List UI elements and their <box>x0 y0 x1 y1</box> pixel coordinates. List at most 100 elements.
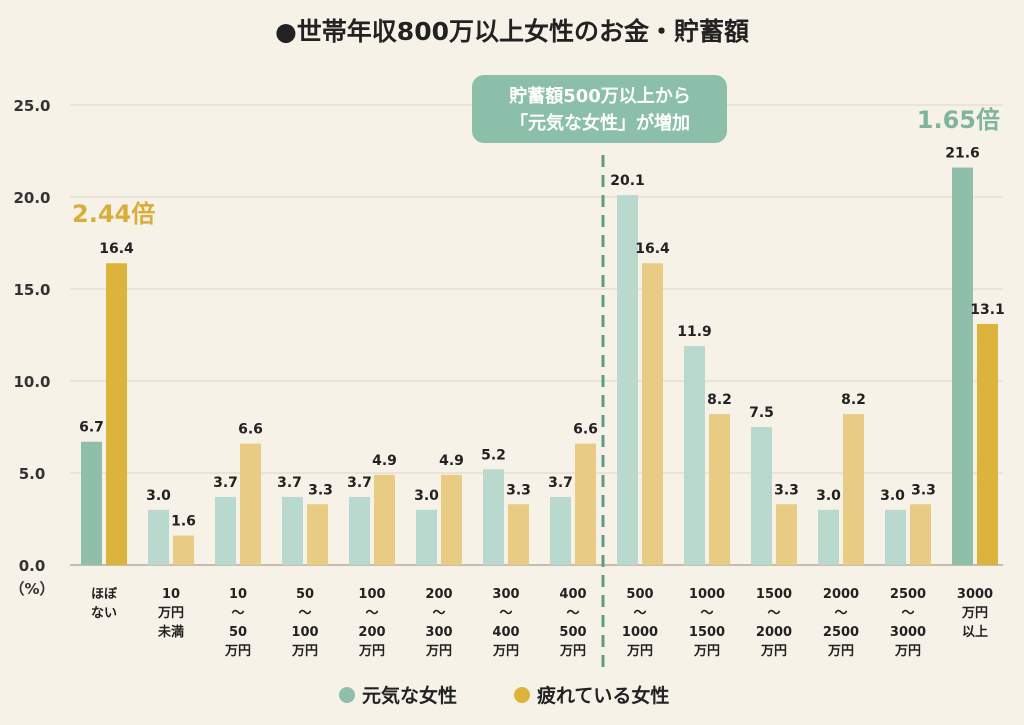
value-label: 4.9 <box>372 453 397 469</box>
x-tick-label: 400 <box>492 625 519 640</box>
value-label: 5.2 <box>481 447 506 463</box>
annotation-banner: 貯蓄額500万以上から 「元気な女性」が増加 <box>472 75 727 143</box>
value-label: 3.7 <box>347 475 372 491</box>
bar-genki-9 <box>684 346 705 565</box>
bar-tsukare-10 <box>776 504 797 565</box>
value-label: 8.2 <box>707 392 732 408</box>
bar-genki-10 <box>751 427 772 565</box>
x-tick-label: 〜 <box>231 606 244 621</box>
y-axis: 0.0 5.0 10.0 15.0 20.0 25.0 <box>13 97 50 575</box>
x-tick-label: 万円 <box>626 644 653 659</box>
value-label: 3.0 <box>146 488 171 504</box>
x-tick-label: 1000 <box>622 625 658 640</box>
x-tick-label: 400 <box>559 587 586 602</box>
y-tick-label: 20.0 <box>13 189 50 207</box>
legend: 元気な女性 疲れている女性 <box>339 684 669 707</box>
y-tick-label: 0.0 <box>19 557 46 575</box>
value-label: 3.7 <box>548 475 573 491</box>
x-tick-label: 50 <box>296 587 314 602</box>
x-tick-label: 未満 <box>157 624 184 640</box>
bar-genki-2 <box>215 496 236 565</box>
bar-tsukare-13 <box>977 323 998 565</box>
bar-genki-12 <box>885 509 906 565</box>
bar-tsukare-5 <box>441 474 462 565</box>
x-tick-label: 50 <box>229 625 247 640</box>
x-tick-label: 300 <box>492 587 519 602</box>
value-label: 6.6 <box>238 422 263 438</box>
bar-genki-8 <box>617 195 638 565</box>
value-label: 7.5 <box>749 405 774 421</box>
x-tick-label: 万円 <box>961 606 988 621</box>
annotation-banner-box <box>472 75 727 143</box>
value-label: 16.4 <box>635 241 670 257</box>
value-label: 3.3 <box>774 482 799 498</box>
value-label: 4.9 <box>439 453 464 469</box>
value-label: 3.3 <box>911 482 936 498</box>
y-tick-label: 5.0 <box>19 465 46 483</box>
bar-genki-13 <box>952 167 973 565</box>
x-tick-label: 500 <box>626 587 653 602</box>
y-tick-label: 10.0 <box>13 373 50 391</box>
value-label: 3.7 <box>277 475 302 491</box>
x-tick-label: 500 <box>559 625 586 640</box>
x-tick-label: 〜 <box>901 606 914 621</box>
x-tick-label: 〜 <box>767 606 780 621</box>
bar-genki-0 <box>81 441 102 565</box>
x-tick-label: 200 <box>425 587 452 602</box>
x-tick-label: 10 <box>229 587 247 602</box>
y-tick-label: 25.0 <box>13 97 50 115</box>
annotation-banner-line1: 貯蓄額500万以上から <box>509 85 691 107</box>
bar-tsukare-0 <box>106 263 127 565</box>
x-tick-label: 〜 <box>566 606 579 621</box>
bar-tsukare-9 <box>709 414 730 565</box>
value-label: 11.9 <box>677 324 712 340</box>
x-tick-label: 〜 <box>432 606 445 621</box>
x-tick-label: 万円 <box>492 644 519 659</box>
right-ratio-annotation: 1.65倍 <box>917 106 1000 134</box>
x-tick-label: 〜 <box>499 606 512 621</box>
bars <box>81 167 998 565</box>
x-tick-label: 以上 <box>962 625 988 640</box>
value-label: 3.3 <box>308 482 333 498</box>
x-tick-label: ほぼ <box>91 587 118 602</box>
x-tick-label: 〜 <box>298 606 311 621</box>
x-tick-label: 万円 <box>425 644 452 659</box>
x-tick-label: 万円 <box>894 644 921 659</box>
y-unit-label: （%） <box>9 580 54 598</box>
value-label: 3.7 <box>213 475 238 491</box>
x-tick-label: 3000 <box>957 587 993 602</box>
left-ratio-annotation: 2.44倍 <box>72 200 155 228</box>
x-tick-label: 万円 <box>559 644 586 659</box>
bar-genki-3 <box>282 496 303 565</box>
x-tick-label: 2000 <box>823 587 859 602</box>
value-label: 13.1 <box>970 302 1005 318</box>
value-label: 3.0 <box>816 488 841 504</box>
bar-genki-4 <box>349 496 370 565</box>
value-label: 16.4 <box>99 241 134 257</box>
bar-tsukare-12 <box>910 504 931 565</box>
x-axis-labels: ほぼない10万円未満10〜50万円50〜100万円100〜200万円200〜30… <box>91 587 993 659</box>
x-tick-label: 〜 <box>633 606 646 621</box>
bar-tsukare-6 <box>508 504 529 565</box>
value-label: 6.7 <box>79 420 104 436</box>
annotation-banner-line2: 「元気な女性」が増加 <box>510 112 690 134</box>
bar-genki-1 <box>148 509 169 565</box>
x-tick-label: 200 <box>358 625 385 640</box>
value-label: 6.6 <box>573 422 598 438</box>
bar-tsukare-7 <box>575 443 596 565</box>
x-tick-label: 3000 <box>890 625 926 640</box>
bar-genki-5 <box>416 509 437 565</box>
bar-tsukare-2 <box>240 443 261 565</box>
x-tick-label: 万円 <box>358 644 385 659</box>
x-tick-label: 100 <box>358 587 385 602</box>
x-tick-label: 万円 <box>291 644 318 659</box>
x-tick-label: 2500 <box>823 625 859 640</box>
value-label: 21.6 <box>945 146 980 162</box>
value-label: 3.0 <box>414 488 439 504</box>
bar-tsukare-3 <box>307 504 328 565</box>
x-tick-label: 100 <box>291 625 318 640</box>
bar-tsukare-1 <box>173 535 194 565</box>
bar-tsukare-4 <box>374 474 395 565</box>
chart-title: ●世帯年収800万以上女性のお金・貯蓄額 <box>275 17 749 46</box>
x-tick-label: ない <box>91 606 117 621</box>
